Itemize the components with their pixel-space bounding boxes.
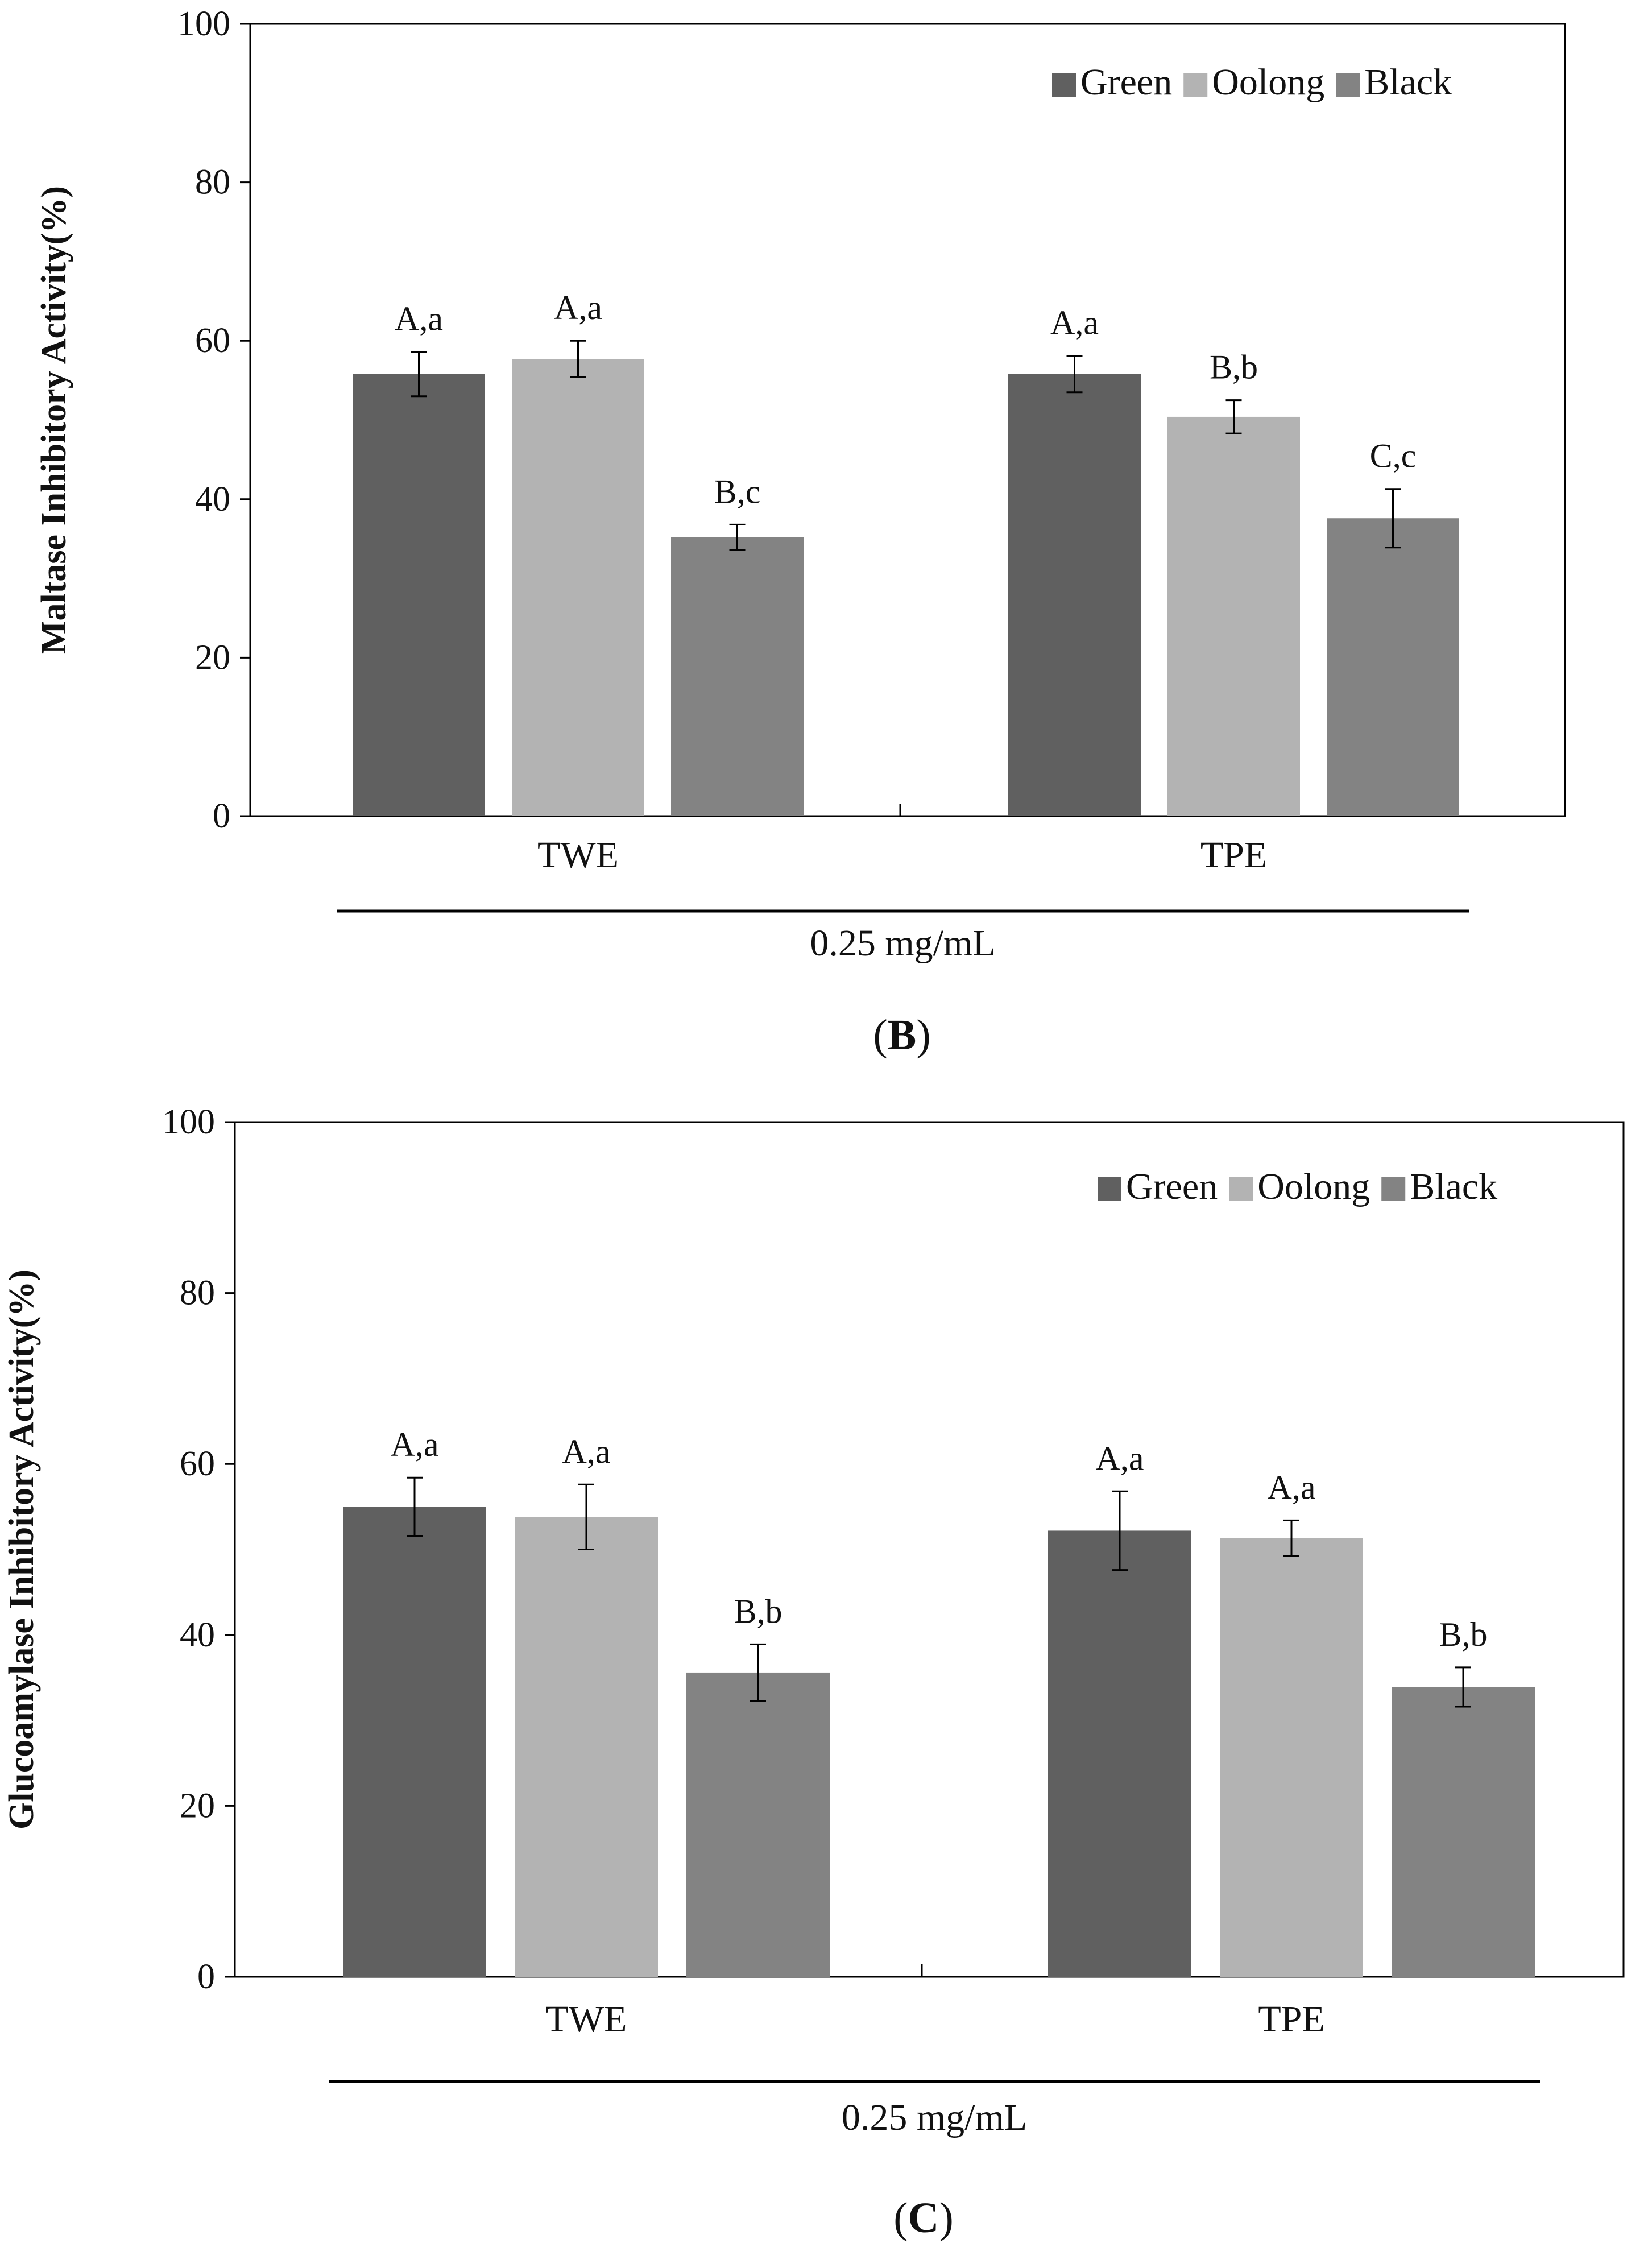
bar-black-twe [671,537,804,816]
y-tick-label: 40 [195,480,230,519]
legend-swatch-black [1381,1177,1406,1201]
legend-label-black: Black [1364,61,1452,103]
x-category-label: TWE [537,834,619,876]
plot-frame [234,1121,1625,1978]
y-tick-label: 80 [195,163,230,202]
bar-oolong-tpe [1220,1538,1363,1977]
bar-green-tpe [1048,1530,1191,1977]
legend-label-oolong: Oolong [1257,1166,1370,1207]
y-tick-label: 0 [197,1958,215,1996]
bar-black-tpe [1327,518,1459,816]
significance-label: A,a [1050,304,1099,342]
significance-label: A,a [391,1426,439,1463]
bar-black-twe [686,1672,830,1977]
y-axis-label: Maltase Inhibitory Activity(%) [35,186,73,654]
significance-label: B,b [1210,349,1258,386]
bar-green-tpe [1008,374,1141,816]
y-tick-label: 60 [180,1445,215,1483]
panel-label: (C) [893,2194,954,2242]
y-tick-label: 100 [162,1103,215,1141]
y-tick-label: 0 [213,797,230,835]
legend-label-black: Black [1410,1166,1497,1207]
legend-swatch-black [1336,73,1360,97]
chart-panel-b: 0 20 40 60 80 100 A,a A,a B,c TWE A,a B,b C,c TPE 0.25… [35,5,1566,1059]
significance-label: B,c [714,473,761,510]
legend-swatch-oolong [1229,1177,1253,1201]
y-axis-label: Glucoamylase Inhibitory Activity(%) [2,1269,41,1830]
legend-label-oolong: Oolong [1212,61,1324,103]
legend-label-green: Green [1080,61,1172,103]
legend-label-green: Green [1126,1166,1218,1207]
bar-oolong-twe [515,1517,658,1977]
bar-green-twe [353,374,485,816]
x-axis-label: 0.25 mg/mL [842,2097,1027,2138]
x-category-label: TPE [1258,1998,1324,2040]
y-tick-label: 20 [195,638,230,677]
significance-label: A,a [554,289,602,326]
significance-label: A,a [395,300,443,338]
significance-label: A,a [1096,1439,1144,1477]
bar-black-tpe [1392,1687,1535,1977]
x-category-label: TPE [1200,834,1267,876]
plot-frame [249,23,1566,817]
significance-label: B,b [734,1592,782,1630]
y-tick-label: 20 [180,1786,215,1825]
panel-label: (B) [873,1011,930,1059]
bar-oolong-twe [512,359,644,816]
legend-swatch-green [1098,1177,1121,1201]
x-axis-label: 0.25 mg/mL [810,922,995,964]
y-tick-label: 80 [180,1274,215,1313]
significance-label: A,a [562,1433,611,1470]
legend-swatch-oolong [1183,73,1208,97]
x-category-label: TWE [546,1998,627,2040]
bar-green-twe [343,1507,486,1977]
y-tick-label: 100 [177,5,230,43]
legend-swatch-green [1052,73,1076,97]
y-tick-label: 40 [180,1616,215,1654]
chart-panel-c: 0 20 40 60 80 100 A,a A,a B,b TWE A,a A,a B,b TPE 0.25… [2,1103,1625,2242]
significance-label: C,c [1370,437,1417,475]
significance-label: A,a [1268,1468,1316,1506]
y-tick-label: 60 [195,321,230,360]
significance-label: B,b [1439,1616,1487,1653]
bar-oolong-tpe [1167,416,1300,816]
